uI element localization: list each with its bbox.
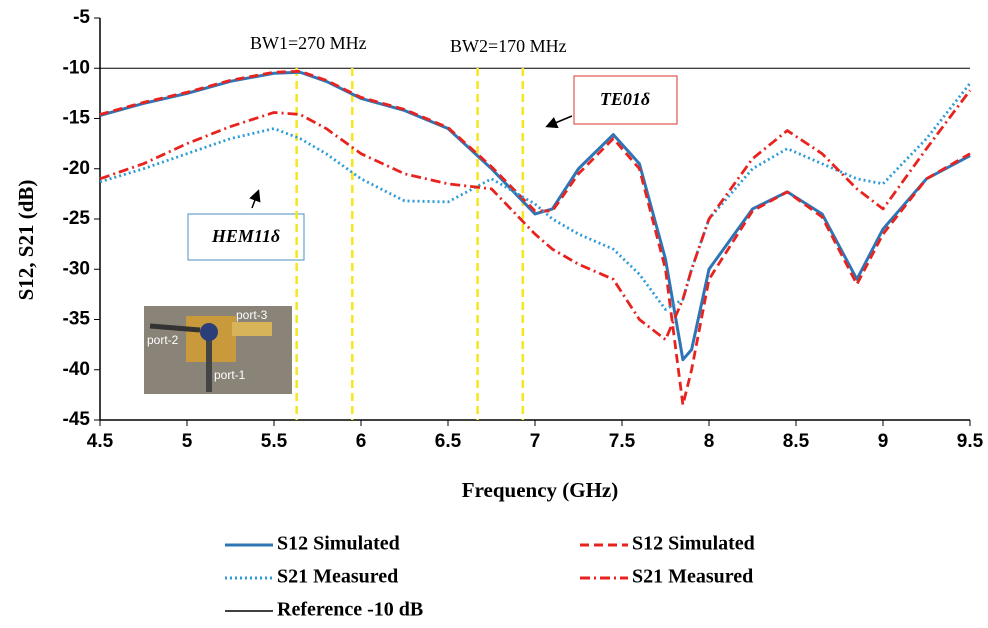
legend-label: Reference -10 dB: [277, 599, 423, 621]
x-tick-label: 8: [704, 431, 715, 452]
x-tick-label: 6.5: [435, 431, 462, 452]
inset-label: port-2: [147, 333, 179, 347]
annotation: HEM11δ: [211, 226, 280, 246]
y-tick-label: -10: [63, 57, 90, 78]
x-axis-label: Frequency (GHz): [462, 478, 619, 502]
y-tick-label: -15: [63, 108, 91, 129]
y-axis-label: S12, S21 (dB): [14, 180, 38, 301]
annotation: BW2=170 MHz: [450, 36, 567, 56]
series-line: [99, 69, 971, 407]
x-tick-label: 4.5: [87, 431, 114, 452]
legend-label: S21 Measured: [277, 566, 398, 588]
legend-label: S12 Simulated: [277, 533, 400, 555]
x-tick-label: 9.5: [957, 431, 984, 452]
y-tick-label: -45: [63, 409, 91, 430]
inset-label: port-1: [214, 368, 246, 382]
annotation: BW1=270 MHz: [250, 33, 367, 53]
y-tick-label: -5: [73, 7, 90, 28]
y-tick-label: -35: [63, 309, 91, 330]
annotation: TE01δ: [600, 89, 650, 109]
arrow: [249, 189, 261, 209]
y-tick-label: -25: [63, 208, 91, 229]
y-tick-label: -40: [63, 359, 90, 380]
y-tick-label: -30: [63, 258, 90, 279]
legend-label: S12 Simulated: [632, 533, 755, 555]
x-tick-label: 5: [182, 431, 193, 452]
x-tick-label: 7.5: [609, 431, 636, 452]
inset-label: port-3: [236, 308, 268, 322]
annotation-box: [573, 75, 678, 125]
annotation-box: [187, 213, 305, 261]
arrow: [545, 115, 573, 129]
legend-label: S21 Measured: [632, 566, 753, 588]
x-tick-label: 6: [356, 431, 367, 452]
x-tick-label: 8.5: [783, 431, 810, 452]
y-tick-label: -20: [63, 158, 90, 179]
series-line: [99, 82, 972, 311]
x-tick-label: 5.5: [261, 431, 288, 452]
x-tick-label: 7: [530, 431, 541, 452]
x-tick-label: 9: [878, 431, 889, 452]
inset-photo: port-3 port-2 port-1: [144, 306, 292, 394]
series-line: [99, 89, 972, 341]
